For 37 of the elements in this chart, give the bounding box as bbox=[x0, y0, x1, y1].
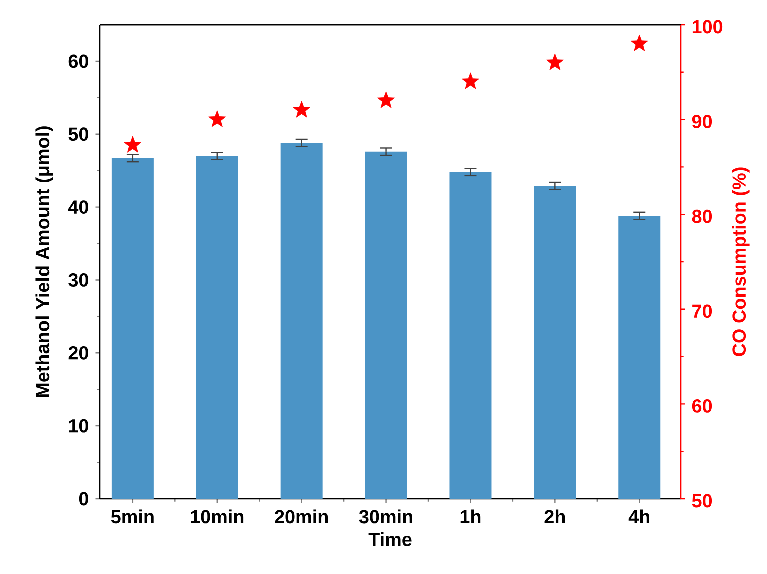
y-tick-label: 20 bbox=[68, 346, 88, 360]
bar bbox=[365, 152, 408, 499]
x-tick-label: 5min bbox=[111, 510, 154, 524]
x-tick-label: 10min bbox=[191, 510, 244, 524]
x-axis-title: Time bbox=[368, 532, 412, 546]
bar bbox=[280, 143, 323, 499]
x-tick-label: 4h bbox=[628, 510, 650, 524]
x-tick-label: 2h bbox=[544, 510, 566, 524]
bar bbox=[112, 158, 154, 499]
y2-tick-label: 100 bbox=[692, 20, 723, 34]
x-tick-label: 30min bbox=[359, 510, 412, 524]
y2-tick-label: 70 bbox=[692, 304, 712, 318]
y-tick-label: 60 bbox=[68, 54, 88, 68]
point bbox=[630, 34, 648, 52]
point bbox=[208, 110, 226, 128]
point bbox=[462, 72, 480, 90]
bar bbox=[196, 156, 238, 499]
bar bbox=[618, 216, 661, 499]
y2-tick-label: 90 bbox=[692, 115, 712, 128]
y-tick-label: 10 bbox=[69, 419, 88, 433]
y-tick-label: 40 bbox=[68, 200, 88, 214]
point bbox=[546, 54, 564, 70]
y-tick-label: 30 bbox=[68, 274, 88, 287]
y2-tick-label: 60 bbox=[692, 399, 712, 413]
y-tick-label: 0 bbox=[79, 492, 88, 506]
y2-axis-title: CO Consumption (%) bbox=[732, 168, 750, 356]
y2-tick-label: 50 bbox=[692, 494, 712, 508]
bar bbox=[534, 186, 576, 499]
x-tick-label: 20min bbox=[275, 510, 328, 524]
x-tick-label: 1h bbox=[460, 510, 481, 524]
y-tick-label: 50 bbox=[68, 128, 88, 142]
point bbox=[124, 136, 142, 153]
bar bbox=[450, 172, 492, 499]
point bbox=[293, 101, 311, 118]
point bbox=[378, 92, 396, 108]
y2-tick-label: 80 bbox=[692, 210, 712, 224]
y-axis-title: Methanol Yield Amount (μmol) bbox=[36, 126, 54, 398]
